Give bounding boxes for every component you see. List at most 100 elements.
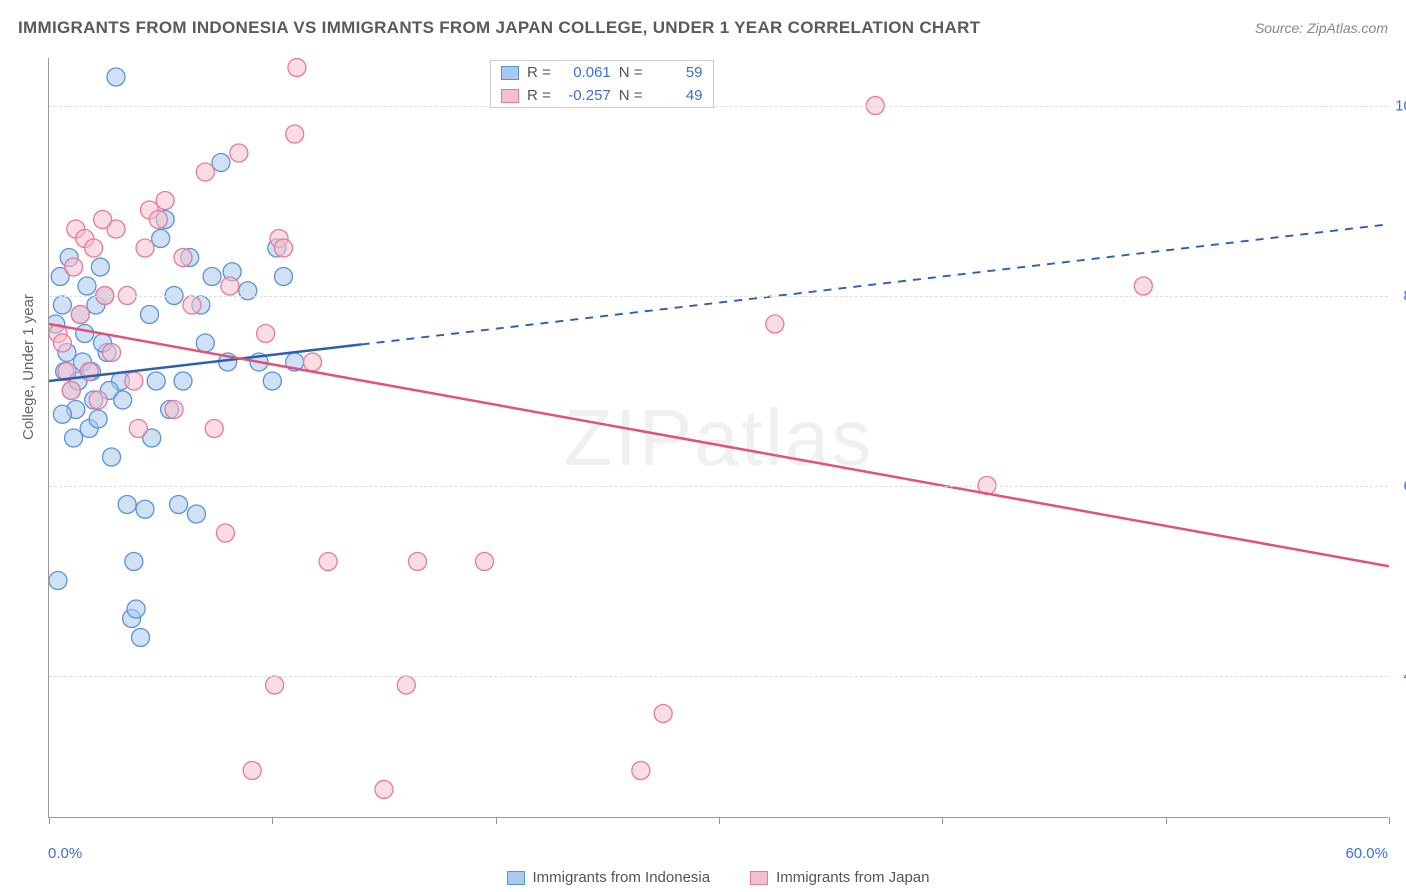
gridline xyxy=(49,296,1388,297)
chart-title: IMMIGRANTS FROM INDONESIA VS IMMIGRANTS … xyxy=(18,18,980,38)
data-point xyxy=(286,125,304,143)
data-point xyxy=(147,372,165,390)
data-point xyxy=(243,762,261,780)
data-point xyxy=(165,401,183,419)
legend-item-japan: Immigrants from Japan xyxy=(750,869,929,886)
r-value-japan: -0.257 xyxy=(559,87,611,104)
x-tick xyxy=(1166,817,1167,824)
data-point xyxy=(107,68,125,86)
data-point xyxy=(221,277,239,295)
data-point xyxy=(476,553,494,571)
r-value-indonesia: 0.061 xyxy=(559,64,611,81)
data-point xyxy=(132,629,150,647)
bottom-legend: Immigrants from Indonesia Immigrants fro… xyxy=(48,869,1388,886)
data-point xyxy=(71,306,89,324)
data-point xyxy=(196,334,214,352)
data-point xyxy=(183,296,201,314)
data-point xyxy=(187,505,205,523)
data-point xyxy=(319,553,337,571)
x-tick xyxy=(496,817,497,824)
data-point xyxy=(103,448,121,466)
data-point xyxy=(91,258,109,276)
data-point xyxy=(409,553,427,571)
data-point xyxy=(53,296,71,314)
data-point xyxy=(170,496,188,514)
plot-svg xyxy=(49,58,1389,818)
data-point xyxy=(266,676,284,694)
data-point xyxy=(49,572,67,590)
y-axis-title: College, Under 1 year xyxy=(20,294,37,440)
data-point xyxy=(174,249,192,267)
data-point xyxy=(53,334,71,352)
swatch-pink xyxy=(501,89,519,103)
data-point xyxy=(89,391,107,409)
data-point xyxy=(230,144,248,162)
n-value-japan: 49 xyxy=(651,87,703,104)
stats-legend: R = 0.061 N = 59 R = -0.257 N = 49 xyxy=(490,60,714,108)
data-point xyxy=(174,372,192,390)
data-point xyxy=(205,420,223,438)
chart-area: ZIPatlas 40.0%60.0%80.0%100.0% xyxy=(48,58,1388,818)
data-point xyxy=(127,600,145,618)
x-tick xyxy=(49,817,50,824)
stats-row-indonesia: R = 0.061 N = 59 xyxy=(491,61,713,84)
data-point xyxy=(53,405,71,423)
gridline xyxy=(49,486,1388,487)
data-point xyxy=(129,420,147,438)
n-label: N = xyxy=(619,87,643,104)
x-tick-0: 0.0% xyxy=(48,845,82,862)
swatch-pink xyxy=(750,871,768,885)
legend-label-indonesia: Immigrants from Indonesia xyxy=(533,869,711,886)
data-point xyxy=(212,154,230,172)
data-point xyxy=(632,762,650,780)
data-point xyxy=(94,211,112,229)
data-point xyxy=(136,239,154,257)
data-point xyxy=(275,268,293,286)
data-point xyxy=(114,391,132,409)
data-point xyxy=(62,382,80,400)
data-point xyxy=(125,553,143,571)
data-point xyxy=(65,258,83,276)
r-label: R = xyxy=(527,64,551,81)
gridline xyxy=(49,676,1388,677)
n-label: N = xyxy=(619,64,643,81)
data-point xyxy=(239,282,257,300)
data-point xyxy=(766,315,784,333)
swatch-blue xyxy=(501,66,519,80)
data-point xyxy=(196,163,214,181)
data-point xyxy=(78,277,96,295)
data-point xyxy=(275,239,293,257)
data-point xyxy=(85,239,103,257)
n-value-indonesia: 59 xyxy=(651,64,703,81)
data-point xyxy=(288,59,306,77)
legend-label-japan: Immigrants from Japan xyxy=(776,869,929,886)
data-point xyxy=(103,344,121,362)
data-point xyxy=(125,372,143,390)
data-point xyxy=(1134,277,1152,295)
data-point xyxy=(216,524,234,542)
y-tick-label: 60.0% xyxy=(1392,477,1406,494)
data-point xyxy=(76,325,94,343)
y-tick-label: 40.0% xyxy=(1392,667,1406,684)
x-tick xyxy=(942,817,943,824)
y-tick-label: 80.0% xyxy=(1392,287,1406,304)
data-point xyxy=(263,372,281,390)
legend-item-indonesia: Immigrants from Indonesia xyxy=(507,869,711,886)
data-point xyxy=(136,500,154,518)
x-tick xyxy=(1389,817,1390,824)
data-point xyxy=(156,192,174,210)
data-point xyxy=(304,353,322,371)
data-point xyxy=(65,429,83,447)
swatch-blue xyxy=(507,871,525,885)
data-point xyxy=(397,676,415,694)
data-point xyxy=(89,410,107,428)
trend-line-dashed xyxy=(362,224,1389,344)
data-point xyxy=(141,306,159,324)
source-label: Source: ZipAtlas.com xyxy=(1255,20,1388,36)
trend-line xyxy=(49,324,1389,566)
r-label: R = xyxy=(527,87,551,104)
x-tick xyxy=(719,817,720,824)
data-point xyxy=(149,211,167,229)
x-tick-60: 60.0% xyxy=(1345,845,1388,862)
data-point xyxy=(203,268,221,286)
